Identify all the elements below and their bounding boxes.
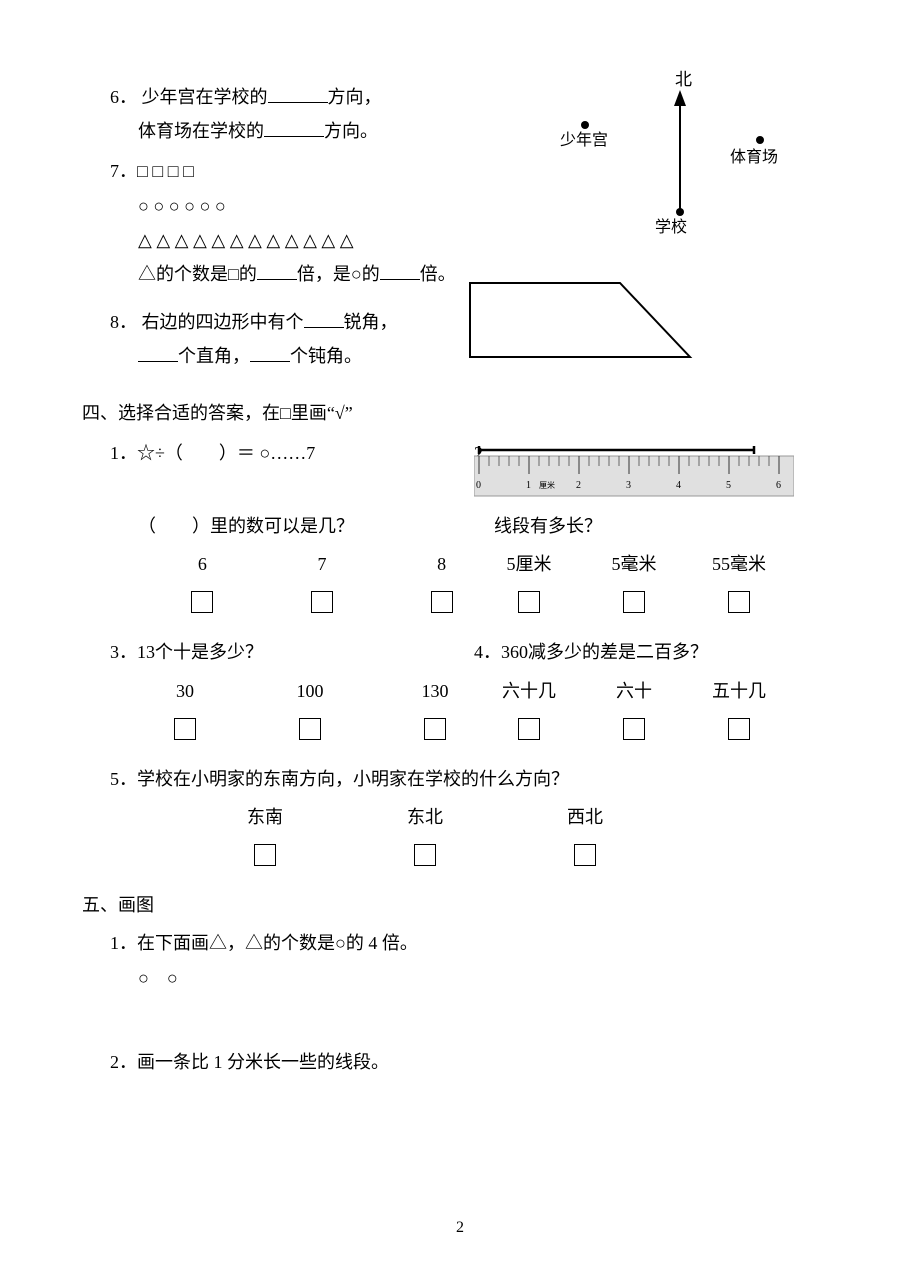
s5q2-num: 2． — [110, 1052, 137, 1072]
svg-text:5: 5 — [726, 480, 731, 491]
q6-num: 6． — [110, 87, 137, 107]
s4q4-options: 六十几 六十 五十几 — [494, 674, 810, 740]
s4q5-c1[interactable] — [254, 844, 276, 866]
q8-l1b: 锐角， — [344, 312, 398, 332]
q6-l2a: 体育场在学校的 — [138, 121, 264, 141]
s4q1-ask: （ ）里的数可以是几？ — [138, 509, 474, 543]
q6-blank2[interactable] — [264, 119, 324, 137]
s4q3-ask: 13个十是多少？ — [137, 642, 263, 662]
s4q4-o2: 六十 — [616, 674, 652, 708]
ruler-diagram: 0 1 厘米 2 3 4 5 6 — [474, 444, 794, 498]
s4q2-num-row: 2． — [474, 436, 810, 509]
q6: 6． 少年宫在学校的 方向， — [110, 80, 810, 114]
q8-num: 8． — [110, 312, 137, 332]
s4q1-o3: 8 — [437, 547, 446, 581]
s4q2-o3: 55毫米 — [712, 547, 766, 581]
q7-circles: ○ ○ ○ ○ ○ ○ — [138, 189, 810, 223]
q8-blank1[interactable] — [304, 310, 344, 328]
s5q1-circles: ○ ○ — [138, 961, 810, 995]
s5q2-text: 画一条比 1 分米长一些的线段。 — [137, 1052, 389, 1072]
s4q4-c1[interactable] — [518, 718, 540, 740]
s4q3-c1[interactable] — [174, 718, 196, 740]
s4q4-ask: 360减多少的差是二百多？ — [501, 642, 708, 662]
q8-line2: 个直角， 个钝角。 — [138, 339, 810, 373]
q8: 8． 右边的四边形中有个 锐角， — [110, 305, 810, 339]
q7-tb: 倍，是○的 — [297, 264, 380, 284]
page-number: 2 — [0, 1219, 920, 1237]
s5q1-num: 1． — [110, 933, 137, 953]
q6-l1a: 少年宫在学校的 — [142, 87, 268, 107]
q7-tc: 倍。 — [420, 264, 456, 284]
s4q2-o2: 5毫米 — [612, 547, 657, 581]
s4q4-o3: 五十几 — [712, 674, 766, 708]
q6-l1b: 方向， — [328, 87, 382, 107]
q7-num: 7． — [110, 161, 137, 181]
svg-text:6: 6 — [776, 480, 781, 491]
sec5-title: 五、画图 — [82, 888, 810, 922]
s4q1-num: 1． — [110, 443, 137, 463]
s4q4: 4．360减多少的差是二百多？ — [474, 635, 810, 669]
s4q5-ask: 学校在小明家的东南方向，小明家在学校的什么方向？ — [137, 769, 569, 789]
s4q3-o3: 130 — [422, 674, 449, 708]
s4q5-num: 5． — [110, 769, 137, 789]
svg-text:0: 0 — [476, 480, 481, 491]
s4q2-ask: 线段有多长？ — [494, 509, 810, 543]
q7-triangles: △ △ △ △ △ △ △ △ △ △ △ △ — [138, 223, 810, 257]
s5q1: 1．在下面画△，△的个数是○的 4 倍。 — [110, 926, 810, 960]
s4q3-o2: 100 — [297, 674, 324, 708]
q6-l2b: 方向。 — [324, 121, 378, 141]
s4q1-c1[interactable] — [191, 591, 213, 613]
q8-l1a: 右边的四边形中有个 — [142, 312, 304, 332]
s4q2-c1[interactable] — [518, 591, 540, 613]
s4q1-c2[interactable] — [311, 591, 333, 613]
s4q4-c3[interactable] — [728, 718, 750, 740]
svg-text:1: 1 — [526, 480, 531, 491]
q6-blank1[interactable] — [268, 85, 328, 103]
q8-blank2[interactable] — [138, 344, 178, 362]
q7-ta: △的个数是□的 — [138, 264, 257, 284]
q8-l2b: 个直角， — [178, 346, 250, 366]
s4q3-c2[interactable] — [299, 718, 321, 740]
svg-text:厘米: 厘米 — [539, 480, 555, 490]
s5q2: 2．画一条比 1 分米长一些的线段。 — [110, 1045, 810, 1079]
s4q2-c2[interactable] — [623, 591, 645, 613]
q8-l2c: 个钝角。 — [290, 346, 362, 366]
s4q3-num: 3． — [110, 642, 137, 662]
q7-blank2[interactable] — [380, 262, 420, 280]
s4q1: 1．☆÷（ ）＝ ○……7 — [110, 436, 474, 470]
s4q2-o1: 5厘米 — [507, 547, 552, 581]
s4q5-options: 东南 东北 西北 — [230, 800, 810, 866]
s4q1-options: 6 7 8 — [170, 547, 474, 613]
s4q3-o1: 30 — [176, 674, 194, 708]
svg-text:4: 4 — [676, 480, 681, 491]
svg-text:2: 2 — [576, 480, 581, 491]
s4q5: 5．学校在小明家的东南方向，小明家在学校的什么方向？ — [110, 762, 810, 796]
q7-blank1[interactable] — [257, 262, 297, 280]
q7-squares: □ □ □ □ — [137, 161, 194, 181]
s4q1-o1: 6 — [198, 547, 207, 581]
s4q4-num: 4． — [474, 642, 501, 662]
s4q5-c3[interactable] — [574, 844, 596, 866]
s4q1-c3[interactable] — [431, 591, 453, 613]
s4q4-o1: 六十几 — [502, 674, 556, 708]
s4q1-expr: ☆÷（ ）＝ ○……7 — [137, 443, 315, 463]
s4q3: 3．13个十是多少？ — [110, 635, 474, 669]
svg-text:3: 3 — [626, 480, 631, 491]
s4q2-c3[interactable] — [728, 591, 750, 613]
q7: 7．□ □ □ □ — [110, 154, 810, 188]
s4q4-c2[interactable] — [623, 718, 645, 740]
q6-line2: 体育场在学校的 方向。 — [138, 114, 810, 148]
s4q3-c3[interactable] — [424, 718, 446, 740]
s4q5-o1: 东南 — [247, 800, 283, 834]
s4q2-options: 5厘米 5毫米 55毫米 — [494, 547, 810, 613]
s4q3-options: 30 100 130 — [150, 674, 474, 740]
s4q5-c2[interactable] — [414, 844, 436, 866]
q8-blank3[interactable] — [250, 344, 290, 362]
sec4-title: 四、选择合适的答案，在□里画“√” — [82, 396, 810, 430]
s4q5-o3: 西北 — [567, 800, 603, 834]
s4q1-o2: 7 — [318, 547, 327, 581]
s5q1-text: 在下面画△，△的个数是○的 4 倍。 — [137, 933, 418, 953]
s4q5-o2: 东北 — [407, 800, 443, 834]
